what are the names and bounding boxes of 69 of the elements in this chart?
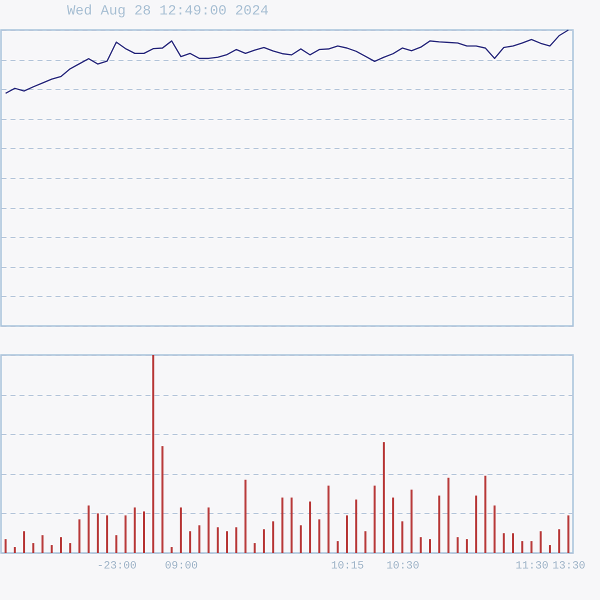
chart-title: Wed Aug 28 12:49:00 2024 — [67, 3, 269, 20]
x-tick-label: -23:00 — [97, 560, 137, 572]
bar — [244, 480, 246, 553]
bar — [143, 511, 145, 553]
bar — [447, 478, 450, 553]
bar — [106, 515, 108, 553]
bar — [530, 541, 532, 553]
bar — [23, 531, 26, 553]
bar — [96, 513, 99, 553]
bar — [78, 519, 80, 553]
x-tick-label: 10:15 — [330, 560, 364, 572]
bar — [226, 531, 228, 553]
bar — [290, 498, 293, 553]
bar — [300, 525, 302, 553]
bar — [134, 507, 136, 553]
x-tick-label: 10:30 — [386, 560, 420, 572]
bar — [281, 498, 284, 553]
bar — [32, 543, 34, 553]
bar — [235, 527, 238, 553]
bar — [521, 541, 524, 553]
bar — [161, 446, 164, 553]
bar — [115, 535, 118, 553]
bar — [88, 505, 90, 553]
bar — [124, 515, 127, 553]
bar — [456, 537, 459, 553]
bar — [189, 531, 192, 553]
bar — [382, 442, 385, 553]
bar — [152, 355, 154, 553]
bar — [484, 476, 486, 553]
bar — [50, 545, 53, 553]
x-tick-label: 11:30 — [515, 560, 548, 572]
x-tick-label: 13:30 — [552, 560, 586, 572]
bar — [272, 521, 274, 553]
bar — [420, 537, 422, 553]
bar — [540, 531, 542, 553]
bar — [216, 527, 219, 553]
bar — [208, 507, 210, 553]
bar — [475, 496, 478, 553]
bar — [494, 505, 496, 553]
bar — [4, 539, 7, 553]
bar — [14, 547, 16, 553]
bar — [60, 537, 62, 553]
bar — [336, 541, 339, 553]
bar — [198, 525, 200, 553]
bar — [328, 486, 330, 553]
bar — [558, 529, 560, 553]
bar — [69, 543, 72, 553]
bar — [346, 515, 348, 553]
bar — [374, 486, 376, 553]
bar — [262, 529, 265, 553]
bar — [512, 533, 514, 553]
bar — [42, 535, 44, 553]
bar — [309, 502, 312, 553]
bar — [318, 519, 320, 553]
bar — [364, 531, 366, 553]
x-tick-label: 09:00 — [164, 560, 198, 572]
bar — [502, 533, 505, 553]
bar — [466, 539, 468, 553]
bar — [548, 545, 551, 553]
bar — [438, 496, 440, 553]
bar — [392, 498, 394, 553]
bar — [170, 547, 173, 553]
bar — [429, 539, 431, 553]
bar — [410, 490, 413, 553]
bar — [401, 521, 404, 553]
bar — [254, 543, 256, 553]
bar — [355, 500, 358, 553]
bar — [180, 507, 182, 553]
bar — [567, 515, 570, 553]
